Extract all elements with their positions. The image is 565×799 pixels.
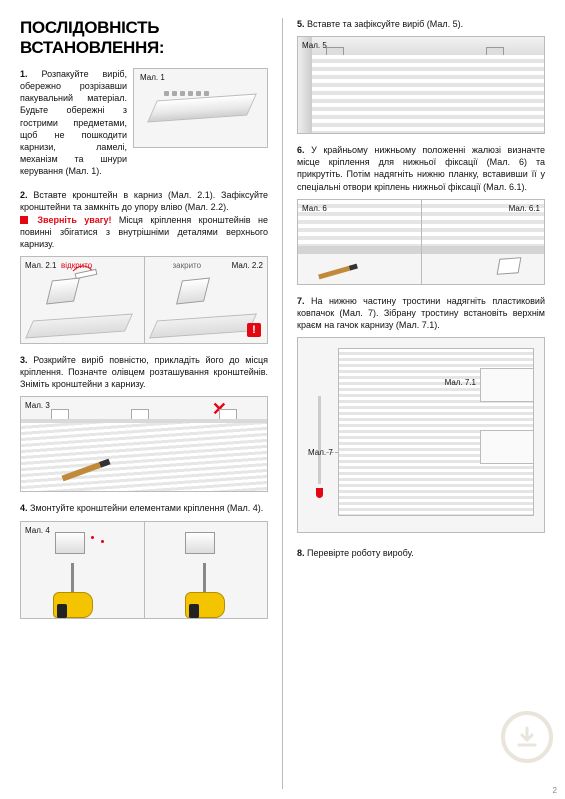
- step-7-text: 7. На нижню частину тростини надягніть п…: [297, 295, 545, 331]
- figure-3-label: Мал. 3: [25, 401, 50, 410]
- step-1-body: Розпакуйте виріб, обережно розрізавши па…: [20, 69, 127, 176]
- figure-6-right: Мал. 6.1: [422, 200, 545, 284]
- pencil-icon: [318, 263, 358, 279]
- figure-2a-label: Мал. 2.1: [25, 261, 56, 270]
- figure-6: Мал. 6 Мал. 6.1: [297, 199, 545, 285]
- page-root: ПОСЛІДОВНІСТЬ ВСТАНОВЛЕННЯ: Мал. 1 1. Ро…: [0, 0, 565, 799]
- wand-cap-icon: [316, 488, 323, 498]
- figure-5-label: Мал. 5: [302, 41, 327, 50]
- step-6-body: У крайньому нижньому положенні жалюзі ви…: [297, 145, 545, 191]
- figure-7: Мал. 7 Мал. 7.1: [297, 337, 545, 533]
- figure-4-label: Мал. 4: [25, 526, 50, 535]
- bracket-icon: [176, 277, 210, 304]
- step-8-num: 8.: [297, 548, 305, 558]
- step-8-body: Перевірте роботу виробу.: [307, 548, 414, 558]
- screw-dot-icon: [101, 540, 104, 543]
- bracket-icon: [185, 532, 215, 554]
- step-6-num: 6.: [297, 145, 305, 155]
- figure-6-label: Мал. 6: [302, 204, 327, 213]
- drill-icon: [53, 563, 99, 618]
- figure-2-right: закрито Мал. 2.2 !: [145, 257, 268, 343]
- step-6-text: 6. У крайньому нижньому положенні жалюзі…: [297, 144, 545, 193]
- step-2-text: 2. Вставте кронштейн в карниз (Мал. 2.1)…: [20, 189, 268, 250]
- step-3-text: 3. Розкрийте виріб повністю, прикладіть …: [20, 354, 268, 390]
- rail-icon: [148, 313, 256, 338]
- bottom-rail-icon: [298, 246, 421, 254]
- download-watermark-icon: [501, 711, 553, 763]
- step-3-body: Розкрийте виріб повністю, прикладіть йог…: [20, 355, 268, 389]
- figure-6-left: Мал. 6: [298, 200, 421, 284]
- figure-6a-label: Мал. 6.1: [509, 204, 540, 213]
- figure-7a-label: Мал. 7.1: [445, 378, 476, 387]
- bracket-icon: [46, 277, 80, 304]
- figure-4-left: Мал. 4: [21, 522, 144, 618]
- zoom-inset-icon: [480, 430, 534, 464]
- blind-slats-icon: [312, 55, 544, 133]
- page-title: ПОСЛІДОВНІСТЬ ВСТАНОВЛЕННЯ:: [20, 18, 268, 58]
- step-4-text: 4. Змонтуйте кронштейни елементами кріпл…: [20, 502, 268, 514]
- figure-4-right: [145, 522, 268, 618]
- figure-1: Мал. 1: [133, 68, 268, 148]
- figure-2: Мал. 2.1 відкрито закрито Мал. 2.2 !: [20, 256, 268, 344]
- screw-dot-icon: [91, 536, 94, 539]
- blind-slats-icon: [21, 419, 267, 491]
- wand-rod-icon: [318, 396, 321, 484]
- step-5-text: 5. Вставте та зафіксуйте виріб (Мал. 5).: [297, 18, 545, 30]
- column-divider: [282, 18, 283, 789]
- figure-2-left: Мал. 2.1 відкрито: [21, 257, 144, 343]
- step-2-body: Вставте кронштейн в карниз (Мал. 2.1). З…: [20, 190, 268, 212]
- bottom-clip-icon: [497, 257, 522, 275]
- drill-icon: [185, 563, 231, 618]
- figure-1-label: Мал. 1: [140, 73, 165, 82]
- headrail-icon: [147, 94, 257, 123]
- figure-4: Мал. 4: [20, 521, 268, 619]
- bracket-icon: [55, 532, 85, 554]
- bottom-rail-icon: [422, 246, 545, 254]
- step-1-block: Мал. 1 1. Розпакуйте виріб, обережно роз…: [20, 68, 268, 183]
- hardware-bits-icon: [164, 83, 244, 93]
- headrail-icon: [312, 37, 544, 55]
- step-4-num: 4.: [20, 503, 28, 513]
- figure-5: Мал. 5: [297, 36, 545, 134]
- warning-badge-icon: !: [247, 323, 261, 337]
- step-8-text: 8. Перевірте роботу виробу.: [297, 547, 545, 559]
- step-3-num: 3.: [20, 355, 28, 365]
- page-number: 2: [553, 786, 557, 795]
- step-1-num: 1.: [20, 69, 28, 79]
- zoom-inset-icon: [480, 368, 534, 402]
- figure-7-label: Мал. 7: [308, 448, 333, 457]
- left-column: ПОСЛІДОВНІСТЬ ВСТАНОВЛЕННЯ: Мал. 1 1. Ро…: [20, 18, 268, 789]
- closed-label: закрито: [173, 261, 202, 270]
- window-frame-icon: [298, 37, 312, 133]
- figure-3: Мал. 3 ✕: [20, 396, 268, 492]
- step-4-body: Змонтуйте кронштейни елементами кріпленн…: [30, 503, 263, 513]
- step-7-num: 7.: [297, 296, 305, 306]
- warning-icon: [20, 216, 28, 224]
- step-7-body: На нижню частину тростини надягніть плас…: [297, 296, 545, 330]
- step-5-body: Вставте та зафіксуйте виріб (Мал. 5).: [307, 19, 463, 29]
- warning-label: Зверніть увагу!: [37, 215, 111, 225]
- open-label: відкрито: [61, 261, 92, 270]
- rail-icon: [25, 313, 133, 338]
- right-column: 5. Вставте та зафіксуйте виріб (Мал. 5).…: [297, 18, 545, 789]
- step-2-num: 2.: [20, 190, 28, 200]
- figure-2b-label: Мал. 2.2: [232, 261, 263, 270]
- step-5-num: 5.: [297, 19, 305, 29]
